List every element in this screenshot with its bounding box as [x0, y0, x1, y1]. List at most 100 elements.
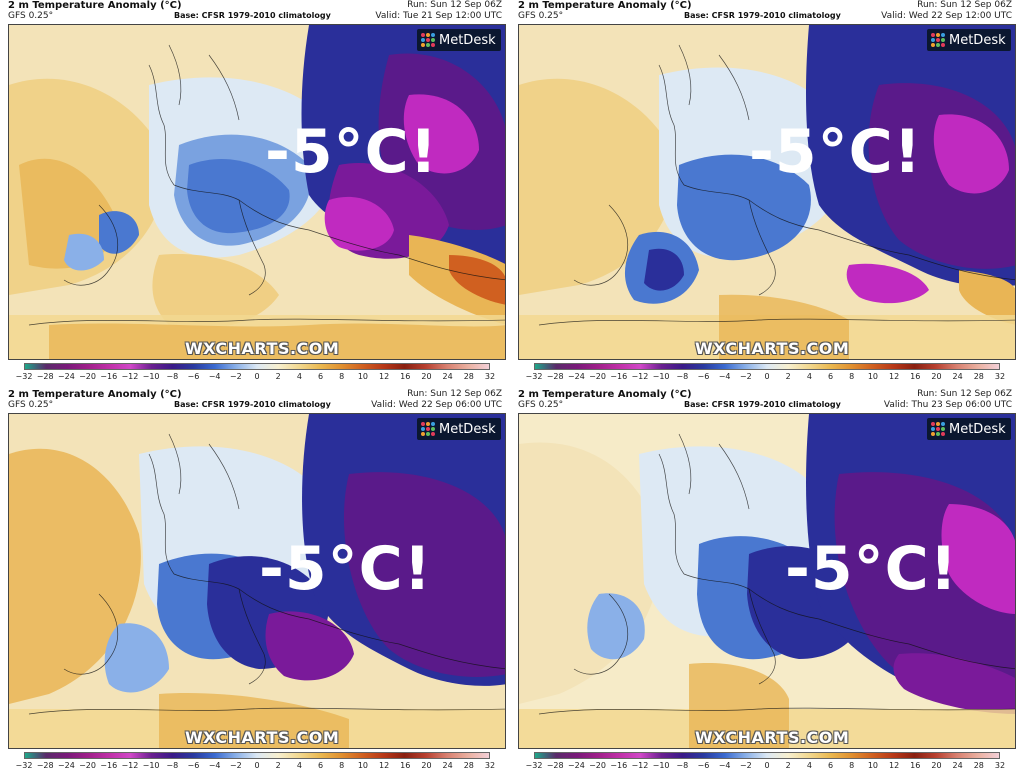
colorbar-tick-label: −4 — [208, 372, 221, 381]
colorbar-tick-label: −20 — [589, 761, 606, 770]
watermark: WXCHARTS.COM — [185, 339, 340, 358]
colorbar-tick-label: −24 — [57, 761, 75, 770]
colorbar-tick-label: 20 — [931, 372, 942, 381]
colorbar-tick-label: −10 — [652, 372, 670, 381]
colorbar-tick-label: 32 — [484, 761, 496, 770]
colorbar-tick-label: −24 — [567, 761, 585, 770]
metdesk-logo: MetDesk — [927, 418, 1011, 440]
colorbar-tick-label: −20 — [79, 372, 96, 381]
panel-run: Run: Sun 12 Sep 06Z — [917, 389, 1012, 399]
colorbar-track — [24, 752, 490, 759]
colorbar-tick-label: 24 — [952, 372, 963, 381]
colorbar-tick-label: −8 — [676, 372, 689, 381]
colorbar-tick-label: −28 — [546, 372, 564, 381]
colorbar-tick-label: −12 — [121, 372, 139, 381]
panel-base: Base: CFSR 1979-2010 climatology — [174, 400, 331, 409]
panel-model: GFS 0.25° — [8, 11, 54, 21]
colorbar-tick-label: −6 — [697, 372, 710, 381]
colorbar-tick-label: 4 — [806, 372, 812, 381]
colorbar-tick-label: 24 — [442, 372, 453, 381]
watermark: WXCHARTS.COM — [695, 728, 850, 747]
colorbar-tick-label: −12 — [631, 372, 649, 381]
metdesk-logo: MetDesk — [417, 418, 501, 440]
panel-model: GFS 0.25° — [518, 11, 564, 21]
anomaly-field — [9, 414, 505, 748]
colorbar-track — [24, 363, 490, 370]
colorbar-tick-label: −16 — [610, 372, 628, 381]
colorbar-tick-label: −28 — [36, 372, 54, 381]
colorbar-tick-label: −32 — [15, 761, 33, 770]
colorbar-tick-label: 4 — [806, 761, 812, 770]
colorbar-tick-label: 12 — [378, 761, 390, 770]
colorbar-tick-label: −4 — [718, 761, 731, 770]
colorbar-tick-label: 0 — [254, 372, 260, 381]
anomaly-map: MetDesk -5°C! WXCHARTS.COM — [518, 24, 1016, 360]
anomaly-callout: -5°C! — [749, 117, 923, 187]
colorbar-labels: −32 −28 −24 −20 −16 −12 −10 −8 −6 −4 −2 0 2 4 6 8 10 12 16… — [16, 761, 496, 773]
panel-title: 2 m Temperature Anomaly (°C) — [8, 389, 182, 400]
colorbar-tick-label: 6 — [827, 761, 834, 770]
colorbar-tick-label: 10 — [867, 761, 878, 770]
panel-valid: Valid: Wed 22 Sep 06:00 UTC — [371, 400, 502, 410]
colorbar-tick-label: −24 — [567, 372, 585, 381]
colorbar: −32 −28 −24 −20 −16 −12 −10 −8 −6 −4 −2 0 2 4 6 8 10 12 16… — [524, 363, 1010, 385]
metdesk-mark-icon — [931, 422, 945, 436]
colorbar-tick-label: 6 — [317, 372, 324, 381]
colorbar-tick-label: −32 — [525, 372, 543, 381]
metdesk-mark-icon — [931, 33, 945, 47]
panel-base: Base: CFSR 1979-2010 climatology — [684, 400, 841, 409]
panel-title: 2 m Temperature Anomaly (°C) — [8, 0, 182, 11]
colorbar-tick-label: 28 — [973, 372, 984, 381]
colorbar-tick-label: 0 — [254, 761, 260, 770]
panel-run: Run: Sun 12 Sep 06Z — [917, 0, 1012, 10]
colorbar-labels: −32 −28 −24 −20 −16 −12 −10 −8 −6 −4 −2 0 2 4 6 8 10 12 16… — [526, 761, 1006, 773]
colorbar-tick-label: 10 — [357, 761, 368, 770]
colorbar-tick-label: 32 — [484, 372, 496, 381]
anomaly-map: MetDesk -5°C! WXCHARTS.COM — [8, 413, 506, 749]
colorbar-tick-label: −6 — [697, 761, 710, 770]
colorbar-tick-label: −24 — [57, 372, 75, 381]
colorbar-tick-label: −28 — [546, 761, 564, 770]
colorbar-tick-label: −6 — [187, 761, 200, 770]
colorbar-tick-label: 16 — [400, 372, 411, 381]
colorbar-tick-label: −32 — [15, 372, 33, 381]
panel-valid: Valid: Thu 23 Sep 06:00 UTC — [883, 400, 1012, 410]
colorbar: −32 −28 −24 −20 −16 −12 −10 −8 −6 −4 −2 0 2 4 6 8 10 12 16… — [14, 363, 500, 385]
colorbar-tick-label: 2 — [275, 761, 281, 770]
anomaly-map: MetDesk -5°C! WXCHARTS.COM — [8, 24, 506, 360]
colorbar-tick-label: 20 — [931, 761, 942, 770]
map-panel-2: 2 m Temperature Anomaly (°C) GFS 0.25° B… — [510, 0, 1018, 388]
colorbar-tick-label: −28 — [36, 761, 54, 770]
colorbar-tick-label: −8 — [166, 761, 179, 770]
colorbar-tick-label: 24 — [442, 761, 453, 770]
colorbar-tick-label: −10 — [652, 761, 670, 770]
colorbar-tick-label: 16 — [910, 372, 921, 381]
brand-name: MetDesk — [949, 32, 1006, 48]
panel-header: 2 m Temperature Anomaly (°C) GFS 0.25° B… — [510, 389, 1018, 413]
panel-run: Run: Sun 12 Sep 06Z — [407, 389, 502, 399]
colorbar-tick-label: 6 — [317, 761, 324, 770]
anomaly-field — [519, 25, 1015, 359]
colorbar-tick-label: 6 — [827, 372, 834, 381]
colorbar-tick-label: −16 — [100, 372, 118, 381]
metdesk-mark-icon — [421, 33, 435, 47]
colorbar-tick-label: 10 — [867, 372, 878, 381]
colorbar-labels: −32 −28 −24 −20 −16 −12 −10 −8 −6 −4 −2 0 2 4 6 8 10 12 16… — [16, 372, 496, 384]
colorbar-tick-label: 2 — [785, 372, 791, 381]
colorbar-tick-label: −12 — [631, 761, 649, 770]
colorbar-tick-label: 4 — [296, 761, 302, 770]
brand-name: MetDesk — [439, 32, 496, 48]
colorbar-tick-label: −8 — [676, 761, 689, 770]
panel-title: 2 m Temperature Anomaly (°C) — [518, 389, 692, 400]
colorbar-tick-label: −20 — [589, 372, 606, 381]
panel-model: GFS 0.25° — [518, 400, 564, 410]
colorbar-tick-label: −10 — [142, 761, 160, 770]
anomaly-callout: -5°C! — [265, 117, 439, 187]
colorbar-tick-label: 12 — [378, 372, 390, 381]
watermark: WXCHARTS.COM — [185, 728, 340, 747]
metdesk-logo: MetDesk — [927, 29, 1011, 51]
colorbar-track — [534, 752, 1000, 759]
colorbar-tick-label: 8 — [339, 761, 345, 770]
panel-header: 2 m Temperature Anomaly (°C) GFS 0.25° B… — [510, 0, 1018, 24]
colorbar-tick-label: −2 — [739, 761, 752, 770]
